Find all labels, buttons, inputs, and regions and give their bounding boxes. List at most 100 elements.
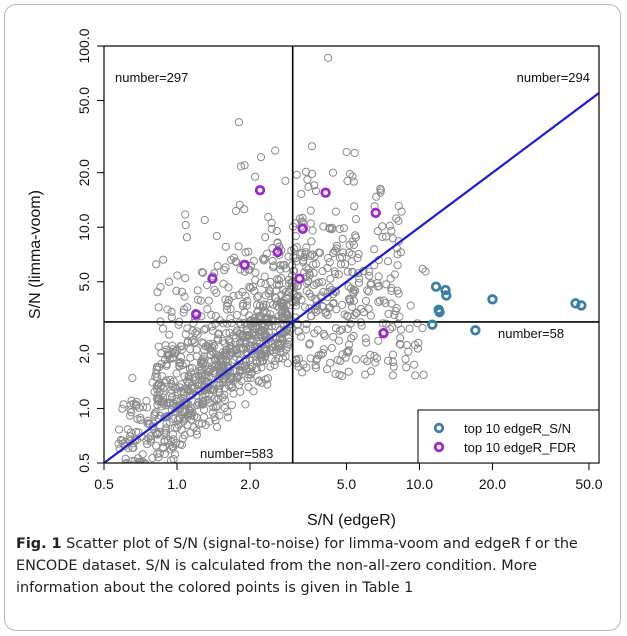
y-tick-label: 5.0: [76, 272, 92, 292]
data-point: [157, 359, 166, 368]
data-point: [218, 393, 227, 402]
data-point: [154, 395, 163, 404]
data-point: [229, 389, 238, 398]
data-point: [159, 255, 168, 264]
data-point: [221, 295, 230, 304]
data-point: [331, 207, 340, 216]
data-point: [274, 276, 283, 285]
data-point: [371, 358, 380, 367]
data-point: [251, 172, 260, 181]
data-point: [301, 167, 311, 176]
data-point: [192, 430, 201, 439]
y-axis-label: S/N (limma-voom): [27, 190, 44, 319]
data-point: [405, 324, 414, 333]
data-point: [188, 363, 197, 372]
data-point: [311, 363, 321, 372]
data-point: [226, 338, 235, 347]
data-point: [406, 301, 415, 310]
data-point: [219, 279, 228, 288]
data-point: [327, 225, 336, 234]
data-point: [184, 371, 193, 380]
data-point: [318, 267, 327, 276]
data-point: [121, 462, 126, 463]
data-point: [128, 373, 137, 383]
data-point: [389, 362, 398, 371]
data-point: [193, 295, 202, 304]
quadrant-label-bottom-left: number=583: [200, 446, 273, 461]
data-point: [247, 368, 256, 377]
data-point: [354, 278, 364, 287]
data-point: [221, 263, 230, 272]
data-point: [224, 283, 233, 292]
data-point: [262, 308, 271, 317]
data-point: [236, 343, 245, 352]
data-point: [256, 349, 265, 358]
data-point: [119, 400, 128, 409]
data-point: [253, 308, 262, 317]
data-point: [287, 246, 296, 255]
edger-fdr-point: [254, 185, 266, 196]
data-point: [345, 295, 354, 304]
data-point: [302, 325, 311, 334]
data-point: [154, 342, 163, 351]
x-axis-label: S/N (edgeR): [307, 512, 396, 529]
data-point: [213, 401, 222, 411]
data-point: [261, 352, 270, 361]
data-point: [297, 189, 306, 199]
data-point: [350, 311, 359, 320]
data-point: [198, 400, 207, 409]
legend-box: [417, 409, 600, 464]
data-point: [217, 363, 226, 372]
data-point: [260, 272, 269, 281]
data-point: [249, 256, 258, 266]
data-point: [364, 304, 373, 313]
data-point: [235, 368, 244, 377]
data-point: [421, 267, 430, 276]
data-point: [207, 322, 216, 331]
data-point: [236, 162, 246, 171]
data-point: [312, 260, 321, 269]
data-point: [327, 343, 336, 353]
data-point: [240, 161, 249, 170]
data-point: [210, 412, 219, 422]
data-point: [410, 360, 419, 369]
data-point: [136, 416, 145, 425]
data-point: [387, 286, 396, 295]
data-point: [182, 233, 191, 242]
data-point: [165, 467, 172, 474]
data-point: [340, 260, 350, 269]
data-point: [302, 243, 311, 252]
data-point: [230, 355, 239, 365]
data-point: [296, 332, 305, 341]
data-point: [207, 356, 216, 366]
data-point: [267, 218, 276, 227]
data-point: [148, 453, 157, 463]
data-point: [196, 362, 205, 371]
data-point: [283, 340, 292, 349]
data-point: [373, 227, 382, 236]
data-point: [251, 276, 260, 285]
data-point: [201, 324, 210, 333]
data-point: [266, 277, 275, 286]
data-point: [125, 432, 134, 441]
data-point: [307, 237, 316, 246]
data-point: [351, 215, 360, 224]
edger-sn-point: [440, 284, 451, 296]
legend-marker: [433, 422, 445, 434]
edger-sn-point: [434, 306, 445, 318]
data-point: [158, 324, 168, 333]
data-point: [173, 415, 182, 425]
x-tick-label: 50.0: [575, 476, 602, 492]
data-point: [205, 390, 214, 399]
data-point: [335, 224, 344, 234]
data-point: [224, 295, 233, 304]
data-point: [124, 497, 131, 504]
data-point: [164, 349, 173, 358]
data-point: [194, 378, 203, 387]
data-point: [131, 474, 138, 481]
caption-text: Scatter plot of S/N (signal-to-noise) fo…: [16, 536, 578, 596]
data-point: [302, 286, 311, 296]
data-point: [212, 395, 221, 404]
data-point: [323, 365, 332, 374]
data-point: [229, 253, 238, 262]
